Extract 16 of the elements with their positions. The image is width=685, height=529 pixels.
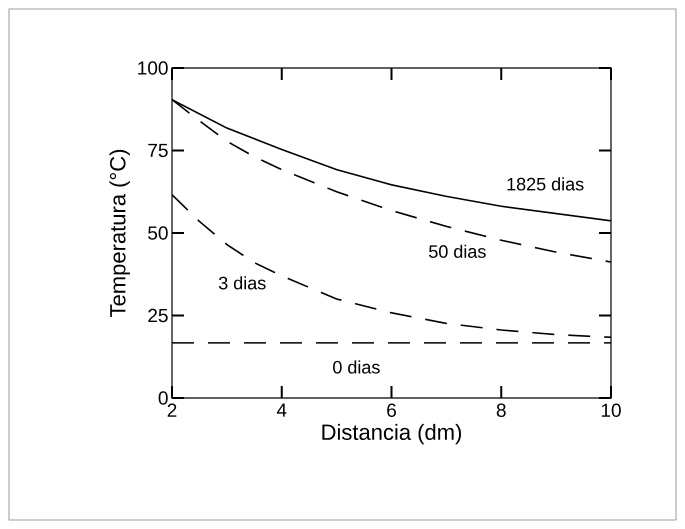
x-tick-label: 10	[602, 404, 621, 417]
y-axis-title: Temperatura (°C)	[109, 150, 130, 317]
x-tick-label: 2	[168, 404, 176, 417]
y-tick-label: 100	[138, 61, 168, 75]
x-tick-label: 4	[276, 404, 286, 417]
x-axis-title: Distancia (dm)	[322, 424, 461, 444]
series-label: 0 dias	[333, 360, 380, 374]
y-tick-label: 25	[148, 308, 168, 322]
y-tick-label: 50	[148, 226, 168, 240]
series-label: 50 dias	[429, 244, 486, 258]
y-tick-label: 0	[158, 391, 168, 405]
x-tick-label: 6	[387, 404, 396, 417]
series-label: 1825 dias	[507, 177, 584, 191]
x-tick-label: 8	[496, 404, 506, 417]
y-tick-label: 75	[148, 144, 168, 158]
series-label: 3 dias	[218, 276, 266, 290]
